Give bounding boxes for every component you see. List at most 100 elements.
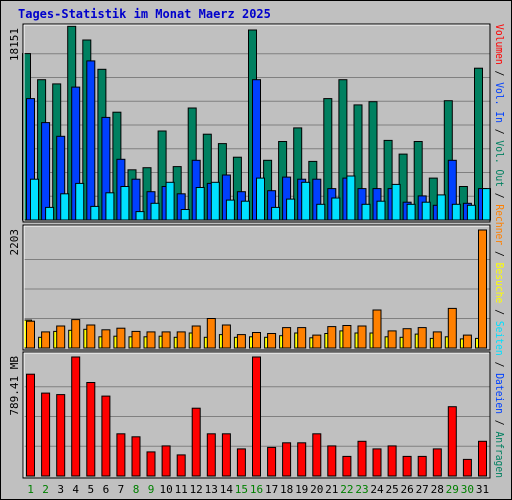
day-label-26: 26	[400, 483, 413, 496]
day-label-2: 2	[42, 483, 49, 496]
day-label-31: 31	[476, 483, 489, 496]
bar-dateien-day-5	[86, 60, 96, 221]
legend-item: Besuche	[493, 263, 506, 304]
bar-volumen-day-2	[41, 392, 51, 477]
bar-volumen-day-3	[56, 394, 66, 477]
bar-volumen-day-21	[327, 445, 337, 477]
bar-seiten-day-6	[105, 192, 115, 221]
bar-rechner-day-5	[86, 324, 96, 349]
day-label-3: 3	[57, 483, 64, 496]
bar-seiten-day-31	[482, 188, 491, 221]
bar-rechner-day-1	[26, 320, 35, 349]
bar-rechner-day-27	[417, 327, 427, 349]
bar-rechner-day-21	[327, 326, 337, 349]
bar-rechner-day-30	[462, 334, 472, 349]
day-label-5: 5	[87, 483, 94, 496]
legend-separator: /	[493, 65, 506, 82]
bar-seiten-day-4	[75, 182, 85, 221]
day-label-28: 28	[431, 483, 444, 496]
legend-separator: /	[493, 123, 506, 140]
bar-rechner-day-31	[478, 229, 487, 349]
bar-seiten-day-3	[60, 193, 70, 221]
legend-separator: /	[493, 187, 506, 204]
day-labels: 1 2 3 4 5 6 7 8 9 10 11 12 13 14 15 16 17 18 19 20 21 22 23 24 2…	[27, 483, 489, 496]
legend-item: Vol. In	[493, 82, 506, 123]
bar-rechner-day-9	[146, 331, 156, 349]
legend-item: Vol. Out	[493, 140, 506, 187]
day-label-11: 11	[175, 483, 188, 496]
bar-rechner-day-3	[56, 325, 66, 349]
series-rechner	[26, 229, 487, 349]
day-label-17: 17	[265, 483, 278, 496]
bar-volumen-day-22	[342, 455, 352, 477]
legend-separator: /	[493, 245, 506, 262]
bar-volumen-day-7	[116, 433, 126, 477]
bar-seiten-day-18	[286, 198, 296, 221]
legend-item: Volumen	[493, 24, 506, 65]
bar-volumen-day-27	[417, 455, 427, 477]
bar-rechner-day-22	[342, 325, 352, 349]
bar-volumen-day-13	[206, 433, 216, 477]
side-legend-text: Volumen / Vol. In / Vol. Out / Rechner /…	[493, 24, 506, 478]
bar-rechner-day-25	[387, 330, 397, 349]
bar-volumen-day-14	[221, 433, 231, 477]
bar-rechner-day-29	[447, 307, 457, 349]
bar-seiten-day-15	[240, 200, 250, 221]
bar-seiten-day-14	[225, 199, 235, 221]
legend-item: Dateien	[493, 373, 506, 414]
bar-seiten-day-5	[90, 205, 100, 221]
bar-seiten-day-25	[391, 183, 401, 221]
side-legend: Volumen / Vol. In / Vol. Out / Rechner /…	[493, 24, 506, 478]
day-label-9: 9	[148, 483, 155, 496]
bar-seiten-day-12	[195, 187, 205, 221]
bar-seiten-day-21	[331, 197, 341, 221]
bar-seiten-day-29	[451, 203, 461, 221]
series-seiten	[30, 175, 491, 221]
bar-seiten-day-24	[376, 200, 386, 221]
legend-separator: /	[493, 356, 506, 373]
bar-rechner-day-8	[131, 330, 141, 349]
bar-rechner-day-15	[236, 334, 246, 349]
bar-rechner-day-11	[176, 331, 186, 349]
bar-volumen-day-11	[176, 454, 186, 477]
day-label-24: 24	[370, 483, 384, 496]
panel-border	[22, 23, 491, 223]
chart-title: Tages-Statistik im Monat Maerz 2025	[18, 7, 271, 21]
bar-rechner-day-16	[252, 332, 261, 349]
scale-label-volume: 789.41 MB	[8, 356, 21, 416]
day-label-29: 29	[446, 483, 459, 496]
bar-seiten-day-27	[421, 201, 431, 221]
day-label-13: 13	[205, 483, 218, 496]
bar-volumen-day-30	[462, 458, 472, 477]
bar-seiten-day-23	[361, 203, 371, 221]
bar-seiten-day-9	[150, 202, 160, 221]
bar-seiten-day-7	[120, 186, 130, 221]
bar-volumen-day-26	[402, 455, 412, 477]
bar-rechner-day-28	[432, 331, 442, 349]
bar-volumen-day-17	[267, 446, 277, 477]
day-label-4: 4	[72, 483, 79, 496]
bar-rechner-day-2	[41, 331, 51, 349]
bar-seiten-day-17	[271, 206, 281, 221]
bar-volumen-day-15	[236, 448, 246, 477]
bar-volumen-day-8	[131, 436, 141, 477]
day-label-18: 18	[280, 483, 293, 496]
bar-volumen-day-5	[86, 382, 96, 477]
bar-dateien-day-2	[41, 122, 51, 221]
panel-volume: 789.41 MB	[8, 351, 491, 479]
bar-seiten-day-22	[346, 175, 356, 221]
bar-rechner-day-4	[71, 319, 81, 349]
bar-rechner-day-10	[161, 331, 171, 349]
bar-seiten-day-2	[45, 206, 55, 221]
day-label-8: 8	[133, 483, 140, 496]
bar-volumen-day-6	[101, 395, 111, 477]
bar-volumen-day-29	[447, 406, 457, 477]
scale-label-hits: 18151	[8, 28, 21, 61]
bar-volumen-day-10	[161, 445, 171, 477]
bar-rechner-day-7	[116, 327, 126, 349]
bar-volumen-day-31	[478, 440, 487, 477]
legend-item: Anfragen	[493, 431, 506, 478]
bar-volumen-day-16	[252, 356, 261, 477]
day-label-19: 19	[295, 483, 308, 496]
